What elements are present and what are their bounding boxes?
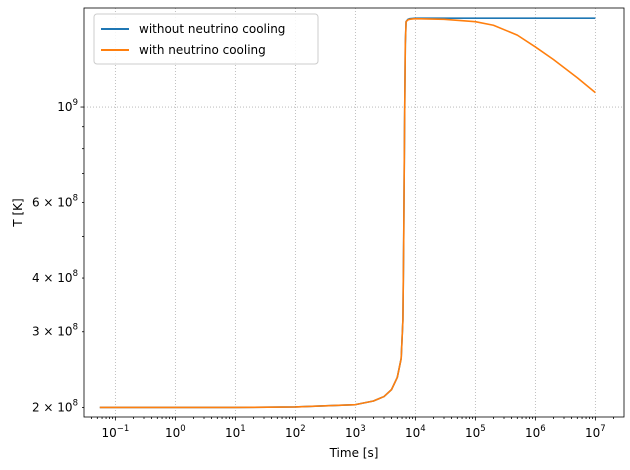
y-tick-label: 3 × 108 bbox=[32, 323, 78, 339]
x-tick-label: 104 bbox=[405, 424, 426, 440]
x-tick-label: 103 bbox=[345, 424, 366, 440]
x-tick-label: 106 bbox=[525, 424, 546, 440]
series-line-0 bbox=[99, 17, 596, 409]
legend-box bbox=[93, 13, 319, 65]
y-tick-label: 2 × 108 bbox=[32, 398, 78, 414]
tick-layer: 10−1 100 101 102 103 104 105 106 107 2 × 108 3 × 1… bbox=[32, 98, 614, 440]
x-tick-label: 105 bbox=[465, 424, 486, 440]
x-tick-label: 101 bbox=[225, 424, 246, 440]
y-tick-label: 6 × 108 bbox=[32, 193, 78, 209]
grid-layer bbox=[84, 8, 624, 417]
y-tick-label: 4 × 108 bbox=[32, 269, 78, 285]
x-tick-label: 107 bbox=[585, 424, 606, 440]
x-tick-label: 100 bbox=[165, 424, 186, 440]
legend-label-without-cooling: without neutrino cooling bbox=[139, 22, 285, 36]
y-axis-label: T [K] bbox=[11, 198, 25, 227]
x-tick-label: 10−1 bbox=[101, 424, 129, 440]
series-layer bbox=[99, 17, 596, 409]
x-tick-label: 102 bbox=[285, 424, 306, 440]
series-line-1 bbox=[99, 17, 596, 409]
legend: without neutrino cooling with neutrino c… bbox=[93, 13, 319, 65]
legend-label-with-cooling: with neutrino cooling bbox=[139, 43, 266, 57]
x-axis-label: Time [s] bbox=[329, 446, 379, 460]
plot-frame bbox=[83, 7, 625, 418]
y-tick-label: 109 bbox=[57, 98, 78, 114]
